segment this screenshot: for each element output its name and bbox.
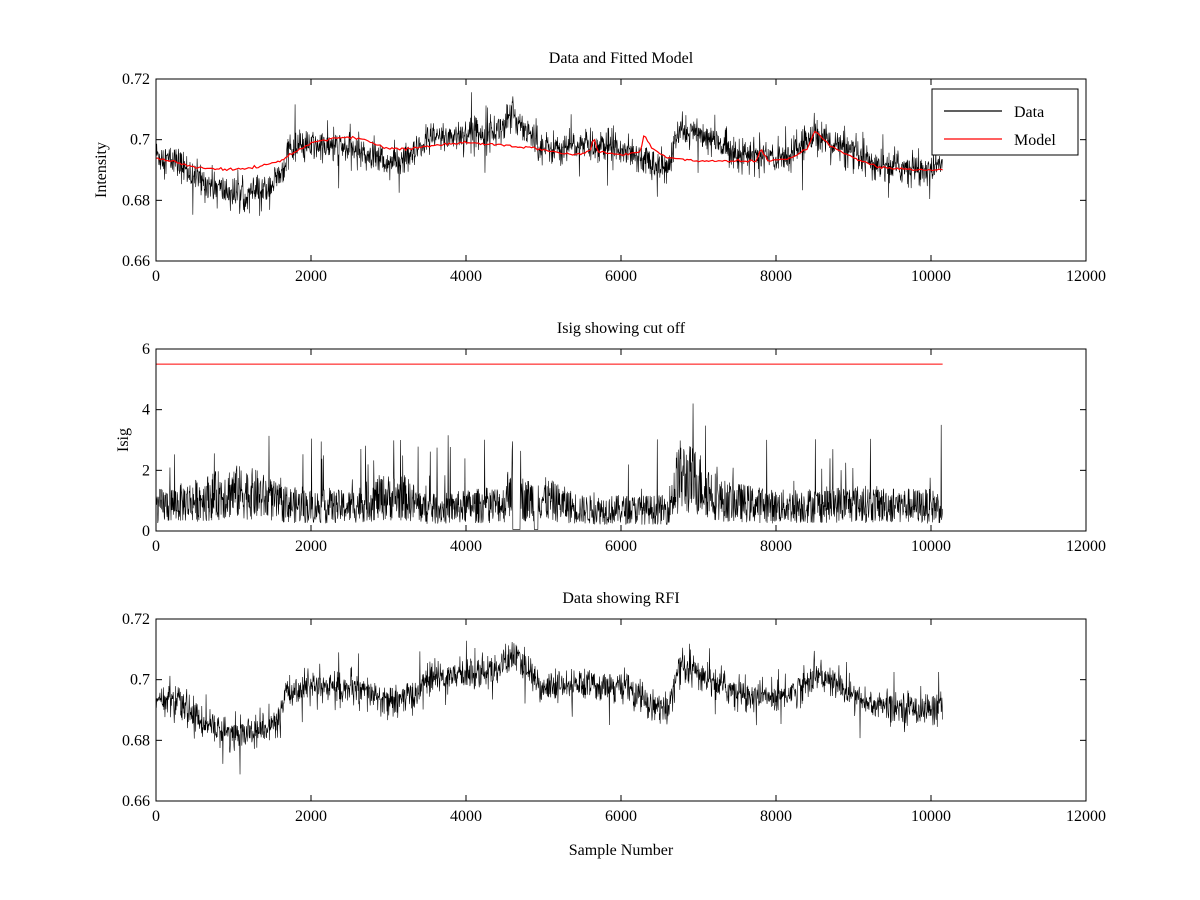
series-line-data xyxy=(156,92,943,216)
x-tick-label: 6000 xyxy=(605,268,637,285)
x-tick-label: 2000 xyxy=(295,808,327,825)
subplot-title: Data showing RFI xyxy=(562,590,679,607)
y-tick-label: 0.7 xyxy=(130,672,150,689)
legend-label-data: Data xyxy=(1014,104,1044,121)
x-axis-label: Sample Number xyxy=(569,842,674,859)
y-tick-label: 0.68 xyxy=(122,192,150,209)
legend: Data Model xyxy=(931,88,1079,156)
y-tick-label: 4 xyxy=(142,402,150,419)
x-tick-label: 4000 xyxy=(450,268,482,285)
x-tick-label: 12000 xyxy=(1066,808,1106,825)
x-tick-label: 8000 xyxy=(760,538,792,555)
y-tick-label: 0.72 xyxy=(122,71,150,88)
y-tick-label: 0.66 xyxy=(122,253,150,270)
x-tick-label: 4000 xyxy=(450,538,482,555)
y-tick-label: 0.66 xyxy=(122,793,150,810)
y-tick-label: 2 xyxy=(142,462,150,479)
subplot-title: Data and Fitted Model xyxy=(549,50,694,67)
series-line-isig xyxy=(156,640,943,775)
series-line-model xyxy=(156,130,943,172)
y-tick-label: 0.72 xyxy=(122,611,150,628)
x-tick-label: 8000 xyxy=(760,808,792,825)
x-tick-label: 6000 xyxy=(605,808,637,825)
subplot-2: 0 2000 4000 6000 8000 10000 12000 0 2 4 6 Isig show… xyxy=(115,320,1106,555)
x-tick-label: 10000 xyxy=(911,808,951,825)
x-tick-label: 2000 xyxy=(295,268,327,285)
x-tick-label: 0 xyxy=(152,538,160,555)
x-tick-label: 6000 xyxy=(605,538,637,555)
x-tick-label: 0 xyxy=(152,268,160,285)
legend-box xyxy=(931,88,1079,156)
x-tick-label: 8000 xyxy=(760,268,792,285)
legend-label-model: Model xyxy=(1014,132,1056,149)
y-axis-label: Isig xyxy=(115,428,132,452)
series-line-isig xyxy=(156,403,943,530)
x-tick-label: 12000 xyxy=(1066,538,1106,555)
x-tick-label: 4000 xyxy=(450,808,482,825)
subplot-3: 0 2000 4000 6000 8000 10000 12000 0.66 0.68 0.7 0.… xyxy=(122,590,1106,859)
subplot-1: 0 2000 4000 6000 8000 10000 12000 0.66 0.68 0.7 0.… xyxy=(93,50,1106,285)
x-tick-label: 0 xyxy=(152,808,160,825)
y-tick-label: 0.68 xyxy=(122,732,150,749)
y-axis-label: Intensity xyxy=(93,142,110,198)
subplot-title: Isig showing cut off xyxy=(557,320,686,337)
x-tick-label: 12000 xyxy=(1066,268,1106,285)
x-tick-label: 10000 xyxy=(911,538,951,555)
subplot-stack: 0 2000 4000 6000 8000 10000 120000.660.680.70.… xyxy=(93,50,1106,859)
x-tick-label: 10000 xyxy=(911,268,951,285)
y-tick-label: 6 xyxy=(142,341,150,358)
y-tick-label: 0 xyxy=(142,523,150,540)
x-tick-label: 2000 xyxy=(295,538,327,555)
y-tick-label: 0.7 xyxy=(130,132,150,149)
